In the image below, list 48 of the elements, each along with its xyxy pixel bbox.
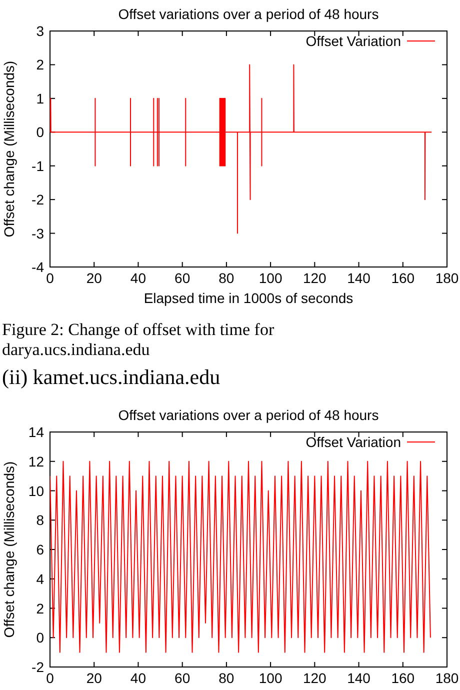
- x-tick-label: 160: [391, 270, 415, 286]
- x-tick-label: 100: [258, 670, 282, 686]
- series-label: Offset Variation: [306, 434, 401, 450]
- y-tick-label: -2: [32, 659, 44, 675]
- y-tick-label: 10: [28, 482, 44, 499]
- x-axis-title: Elapsed time in 1000s of seconds: [144, 290, 354, 306]
- y-tick-label: 4: [36, 570, 44, 587]
- x-tick-label: 60: [174, 670, 190, 686]
- x-tick-label: 80: [218, 670, 234, 686]
- x-tick-label: 20: [86, 270, 102, 286]
- x-tick-label: 0: [46, 270, 54, 286]
- y-axis-title: Offset change (Milliseconds): [1, 60, 17, 238]
- y-tick-label: 0: [36, 630, 44, 646]
- x-tick-label: 0: [46, 670, 54, 686]
- x-tick-label: 120: [302, 670, 327, 686]
- x-tick-label: 40: [130, 670, 146, 686]
- x-tick-label: 20: [86, 670, 102, 686]
- x-tick-label: 60: [174, 270, 190, 286]
- x-tick-label: 80: [218, 270, 234, 286]
- x-tick-label: 160: [391, 670, 415, 686]
- caption: Figure 2: Change of offset with time for darya.ucs.indiana.edu: [2, 320, 274, 359]
- line-series: [50, 64, 432, 234]
- y-tick-label: 8: [36, 512, 44, 528]
- chart-title: Offset variations over a period of 48 hours: [118, 6, 379, 22]
- y-tick-label: -4: [32, 259, 44, 275]
- y-tick-label: 1: [36, 90, 44, 106]
- y-tick-label: -1: [32, 158, 44, 174]
- series-label: Offset Variation: [306, 33, 401, 49]
- y-tick-label: 14: [28, 424, 44, 440]
- text: (ii) kamet.ucs.indiana.edu: [2, 365, 221, 389]
- line-series: [50, 460, 431, 653]
- chart-title: Offset variations over a period of 48 hours: [118, 407, 379, 423]
- x-tick-label: 120: [302, 270, 327, 286]
- x-tick-label: 180: [435, 670, 459, 686]
- x-tick-label: 100: [258, 270, 282, 286]
- y-tick-label: 2: [36, 600, 44, 616]
- x-tick-label: 180: [435, 270, 459, 286]
- x-tick-label: 140: [347, 270, 371, 286]
- y-tick-label: 6: [36, 542, 44, 558]
- y-tick-label: 12: [28, 453, 44, 470]
- y-tick-label: 3: [36, 23, 44, 39]
- y-tick-label: -2: [32, 192, 44, 208]
- y-tick-label: -3: [32, 225, 44, 242]
- y-axis-title: Offset change (Milliseconds): [1, 461, 17, 638]
- y-tick-label: 0: [36, 124, 44, 140]
- y-tick-label: 2: [36, 56, 44, 73]
- x-tick-label: 140: [347, 670, 371, 686]
- x-tick-label: 40: [130, 270, 146, 286]
